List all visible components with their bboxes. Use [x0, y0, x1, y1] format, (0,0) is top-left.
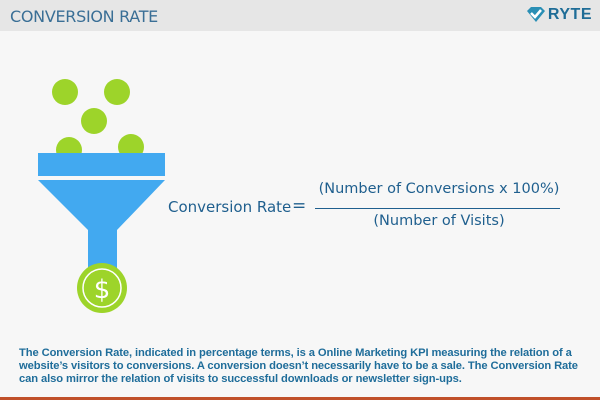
funnel-rim — [38, 153, 165, 176]
formula-denominator: (Number of Visits) — [373, 213, 505, 229]
formula-equals: = — [292, 196, 307, 216]
formula-numerator: (Number of Conversions x 100%) — [318, 181, 560, 197]
coin — [52, 79, 78, 105]
ryte-logo-icon — [526, 7, 545, 22]
funnel-illustration: $ — [38, 79, 165, 313]
coins — [52, 79, 144, 163]
description: The Conversion Rate, indicated in percen… — [19, 347, 578, 385]
coin — [81, 108, 107, 134]
dollar-coin-icon — [77, 263, 127, 313]
coin — [104, 79, 130, 105]
ryte-logo: RYTE — [526, 6, 592, 24]
page-title: CONVERSION RATE — [10, 7, 158, 26]
fraction-line — [315, 208, 560, 209]
header: CONVERSION RATE RYTE — [0, 0, 600, 31]
formula-lhs: Conversion Rate — [168, 198, 292, 216]
bottom-accent-bar — [0, 397, 600, 400]
funnel-body — [38, 180, 165, 271]
dollar-symbol: $ — [94, 275, 111, 305]
